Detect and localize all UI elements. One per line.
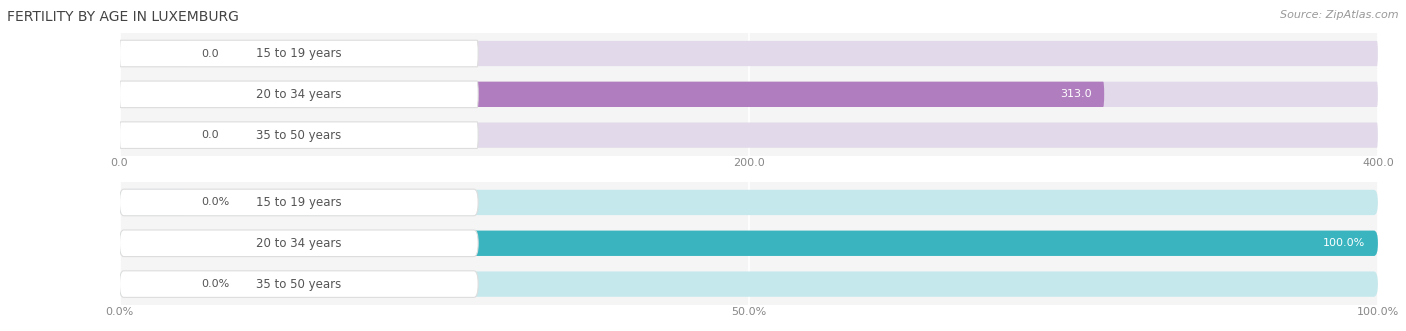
FancyBboxPatch shape [120,271,1378,297]
Text: 35 to 50 years: 35 to 50 years [256,278,342,291]
FancyBboxPatch shape [120,41,1378,66]
Text: 35 to 50 years: 35 to 50 years [256,129,342,142]
Text: Source: ZipAtlas.com: Source: ZipAtlas.com [1281,10,1399,20]
FancyBboxPatch shape [120,81,478,108]
Text: 0.0%: 0.0% [201,279,229,289]
FancyBboxPatch shape [120,190,1378,215]
Text: FERTILITY BY AGE IN LUXEMBURG: FERTILITY BY AGE IN LUXEMBURG [7,10,239,24]
Text: 0.0%: 0.0% [201,198,229,208]
FancyBboxPatch shape [120,231,1378,256]
FancyBboxPatch shape [120,190,188,215]
FancyBboxPatch shape [120,82,1104,107]
FancyBboxPatch shape [120,122,1378,148]
FancyBboxPatch shape [120,122,478,148]
FancyBboxPatch shape [120,271,478,297]
FancyBboxPatch shape [120,41,188,66]
Text: 20 to 34 years: 20 to 34 years [256,237,342,250]
Text: 313.0: 313.0 [1060,89,1091,99]
FancyBboxPatch shape [120,189,478,216]
FancyBboxPatch shape [120,40,478,67]
FancyBboxPatch shape [120,122,188,148]
Text: 0.0: 0.0 [201,49,219,59]
Text: 100.0%: 100.0% [1323,238,1365,248]
FancyBboxPatch shape [120,230,478,257]
FancyBboxPatch shape [120,231,1378,256]
Text: 15 to 19 years: 15 to 19 years [256,196,342,209]
Text: 20 to 34 years: 20 to 34 years [256,88,342,101]
FancyBboxPatch shape [120,82,1378,107]
Text: 0.0: 0.0 [201,130,219,140]
FancyBboxPatch shape [120,271,188,297]
Text: 15 to 19 years: 15 to 19 years [256,47,342,60]
